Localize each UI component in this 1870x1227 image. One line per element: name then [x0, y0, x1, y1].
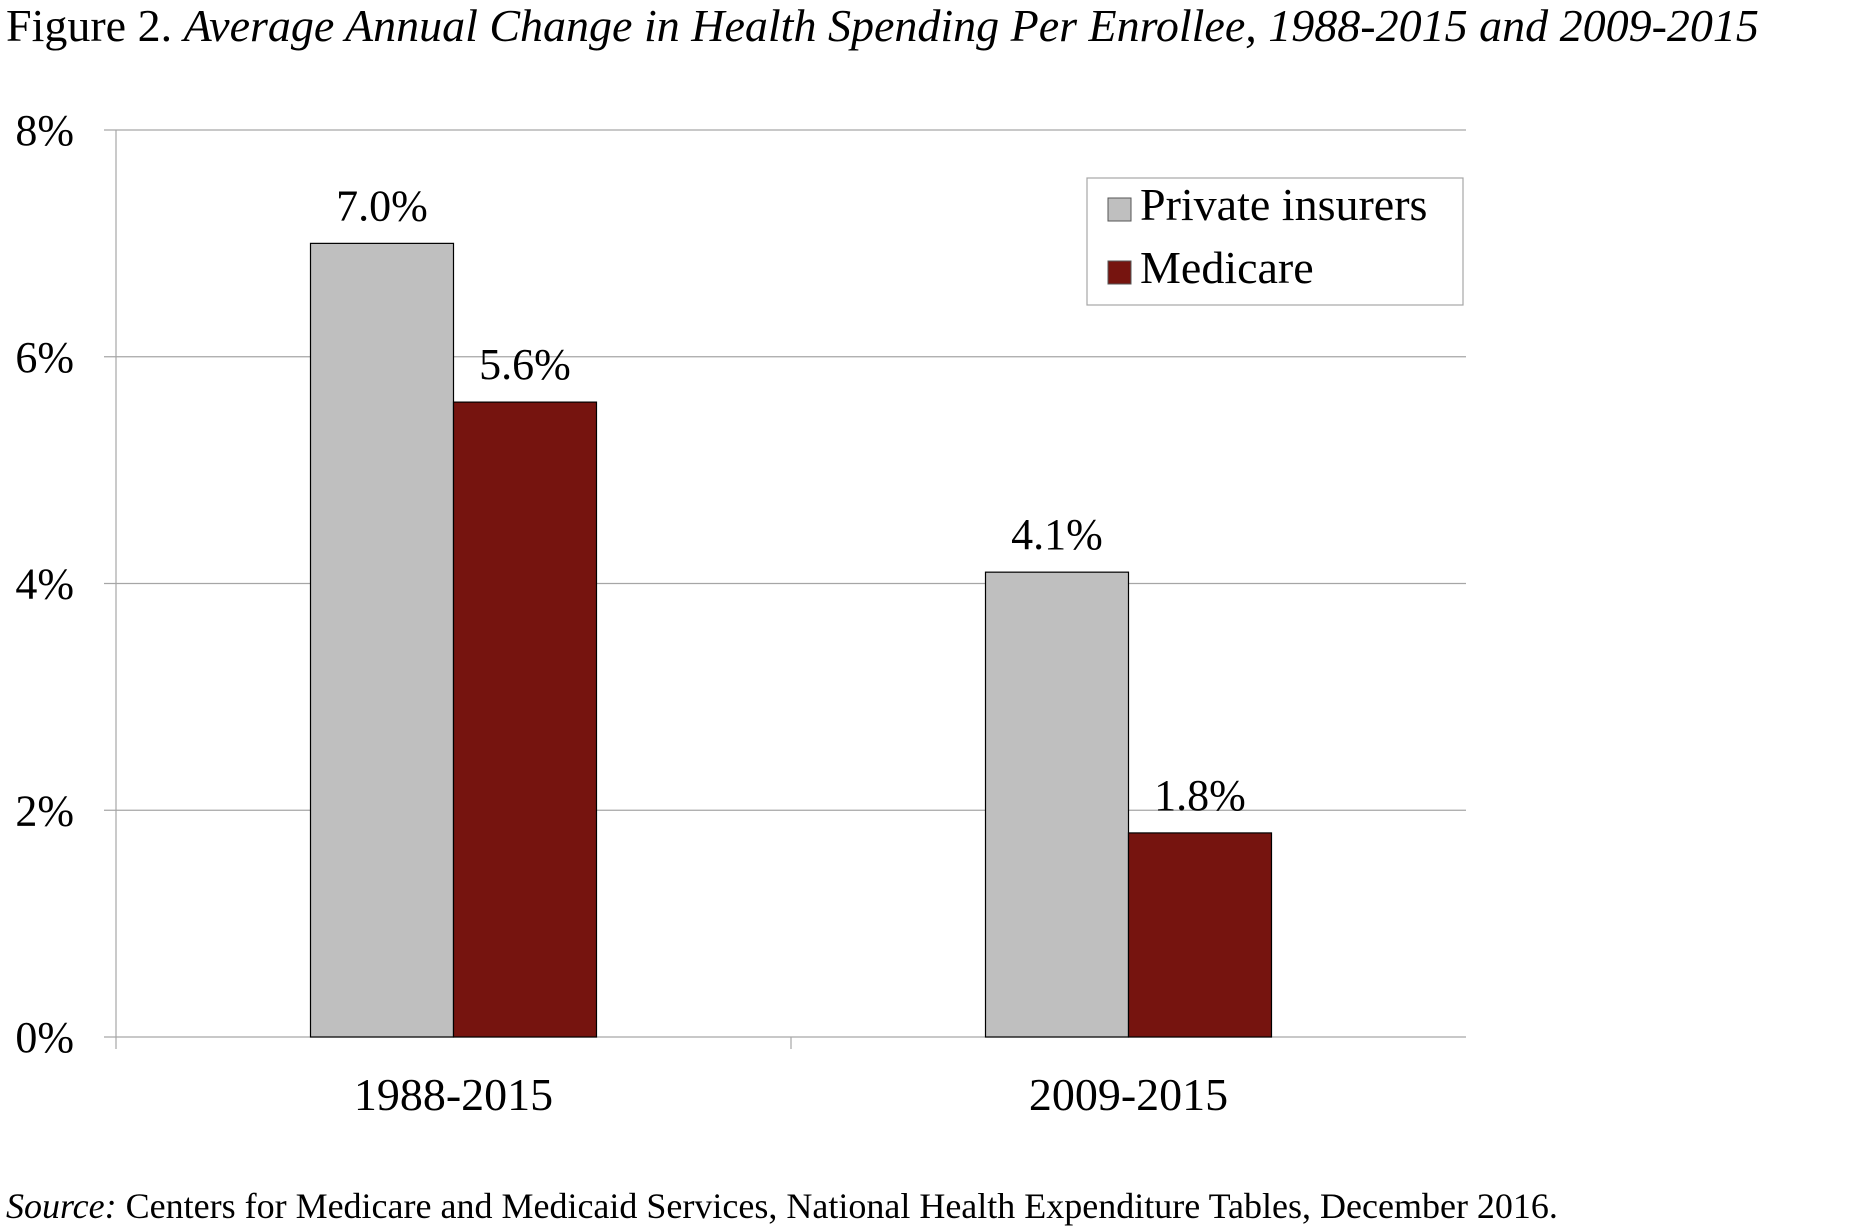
- bar-medicare: [452, 401, 598, 1038]
- legend-swatch: [1107, 197, 1132, 222]
- figure-title-text: Average Annual Change in Health Spending…: [183, 0, 1759, 51]
- bar-private-insurers: [984, 571, 1130, 1038]
- source-label: Source:: [6, 1186, 117, 1226]
- y-tick-label: 8%: [15, 106, 74, 155]
- y-tick-label: 4%: [15, 560, 74, 609]
- legend-label: Private insurers: [1140, 179, 1427, 230]
- y-tick-label: 0%: [15, 1013, 74, 1062]
- legend-label: Medicare: [1140, 242, 1314, 293]
- y-tick-label: 2%: [15, 786, 74, 835]
- y-tick-label: 6%: [15, 333, 74, 382]
- x-category-label: 1988-2015: [354, 1069, 553, 1120]
- figure-label: Figure 2.: [6, 0, 173, 51]
- legend-swatch: [1107, 260, 1132, 285]
- source-text: Centers for Medicare and Medicaid Servic…: [125, 1186, 1558, 1226]
- data-label: 5.6%: [479, 340, 571, 389]
- data-label: 7.0%: [336, 181, 428, 230]
- source-note: Source: Centers for Medicare and Medicai…: [6, 1185, 1558, 1227]
- bar-private-insurers: [309, 242, 455, 1038]
- figure-title: Figure 2. Average Annual Change in Healt…: [6, 0, 1759, 52]
- x-category-label: 2009-2015: [1029, 1069, 1228, 1120]
- data-label: 1.8%: [1154, 771, 1246, 820]
- bar-medicare: [1127, 832, 1273, 1038]
- data-label: 4.1%: [1011, 510, 1103, 559]
- legend-box: [1086, 177, 1464, 306]
